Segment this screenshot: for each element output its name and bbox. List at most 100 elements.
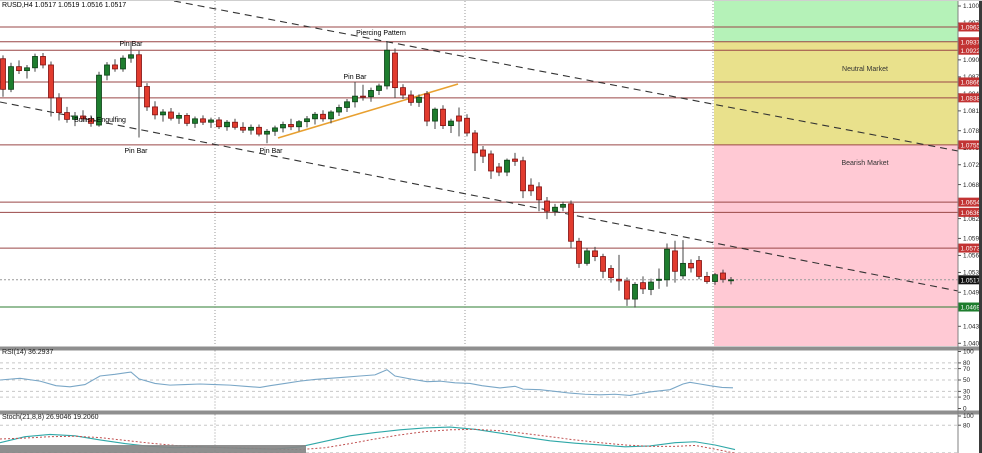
orange-trendline [277, 83, 459, 139]
level-label-box [958, 77, 982, 87]
candle-body [112, 64, 118, 70]
candle-body [152, 106, 158, 116]
window-edge-strip [979, 1, 982, 453]
price-tick-label: 1.0560 [963, 253, 982, 260]
candle-body [144, 86, 150, 108]
candle-body [256, 126, 262, 135]
level-label-text: 1.0838 [961, 95, 981, 102]
stoch-scale-label: 80 [963, 422, 971, 429]
candle-body [128, 54, 134, 59]
pattern-annotation: Pin Bar [260, 148, 284, 155]
candle-body [120, 57, 126, 70]
candle-body [216, 119, 222, 128]
candle-body [672, 250, 678, 272]
price-tick-label: 1.0905 [963, 57, 982, 64]
level-label-box [958, 45, 982, 55]
candle-body [312, 113, 318, 120]
candle-body [80, 115, 86, 120]
candle-body [208, 119, 214, 123]
candle-body [336, 107, 342, 113]
candle-body [64, 112, 70, 120]
candle-body [440, 108, 446, 127]
pattern-annotation: Bullish Engulfing [74, 117, 126, 124]
candle-body [568, 203, 574, 242]
candle-body [584, 250, 590, 264]
price-tick-label: 1.0625 [963, 216, 982, 223]
rsi-scale-label: 30 [963, 389, 971, 396]
candle-body [688, 262, 694, 269]
candle-body [344, 101, 350, 108]
candle-body [320, 113, 326, 120]
pattern-annotation: Pin Bar [344, 74, 368, 81]
candle-body [512, 158, 518, 162]
candle-body [24, 67, 30, 72]
lower-channel-line [0, 101, 959, 292]
candle-body [408, 94, 414, 103]
price-tick-label: 1.0590 [963, 236, 982, 243]
candle-body [576, 240, 582, 264]
candle-body [48, 64, 54, 99]
candle-body [560, 204, 566, 208]
candle-body [56, 97, 62, 113]
candle-body [624, 280, 630, 300]
candle-body [600, 256, 606, 272]
candle-body [480, 149, 486, 157]
pattern-annotation: Pin Bar [125, 148, 149, 155]
chart-title: RUSD,H4 1.0517 1.0519 1.0516 1.0517 [2, 2, 127, 9]
level-label-box [958, 140, 982, 150]
candle-body [328, 111, 334, 120]
candle-body [288, 124, 294, 128]
candle-body [16, 66, 22, 72]
candle-body [224, 121, 230, 128]
rsi-scale-label: 80 [963, 360, 971, 367]
candle-body [616, 278, 622, 282]
current-price-label-text: 1.0517 [961, 277, 981, 284]
candle-body [496, 166, 502, 173]
candle-body [704, 276, 710, 282]
candle-body [0, 58, 6, 90]
candle-body [432, 108, 438, 122]
level-label-text: 1.0755 [961, 142, 981, 149]
candle-body [400, 87, 406, 96]
candle-body [680, 262, 686, 277]
candle-body [608, 268, 614, 278]
market-zone-0 [714, 1, 958, 42]
candle-body [384, 49, 390, 87]
candle-body [368, 90, 374, 98]
price-tick-label: 1.0720 [963, 162, 982, 169]
level-label-text: 1.0636 [961, 210, 981, 217]
rsi-scale-label: 50 [963, 377, 971, 384]
price-tick-label: 1.0685 [963, 182, 982, 189]
candle-body [176, 115, 182, 119]
candle-body [360, 95, 366, 98]
rsi-scale-label: 20 [963, 394, 971, 401]
candle-body [696, 260, 702, 277]
candle-body [392, 52, 398, 89]
level-label-text: 1.0922 [961, 48, 981, 55]
neutral-market-zone-label: Neutral Market [842, 66, 888, 73]
candle-body [32, 56, 38, 69]
candle-body [536, 186, 542, 201]
candle-body [456, 115, 462, 122]
candle-body [448, 120, 454, 127]
candle-body [40, 56, 46, 66]
candle-body [728, 279, 734, 282]
candle-body [96, 74, 102, 126]
candle-body [136, 54, 142, 87]
price-tick-label: 1.0405 [963, 341, 982, 348]
candle-body [72, 115, 78, 120]
candle-body [416, 96, 422, 103]
rsi-scale-label: 0 [963, 406, 967, 413]
candle-body [200, 118, 206, 123]
level-label-box [958, 37, 982, 47]
candle-body [552, 206, 558, 212]
rsi-scale-label: 70 [963, 366, 971, 373]
level-label-text: 1.0573 [961, 246, 981, 253]
price-tick-label: 1.0435 [963, 323, 982, 330]
pattern-annotation: Pin Bar [120, 41, 144, 48]
level-label-text: 1.0469 [961, 305, 981, 312]
candle-body [424, 93, 430, 122]
candle-body [488, 153, 494, 172]
candle-body [248, 126, 254, 131]
